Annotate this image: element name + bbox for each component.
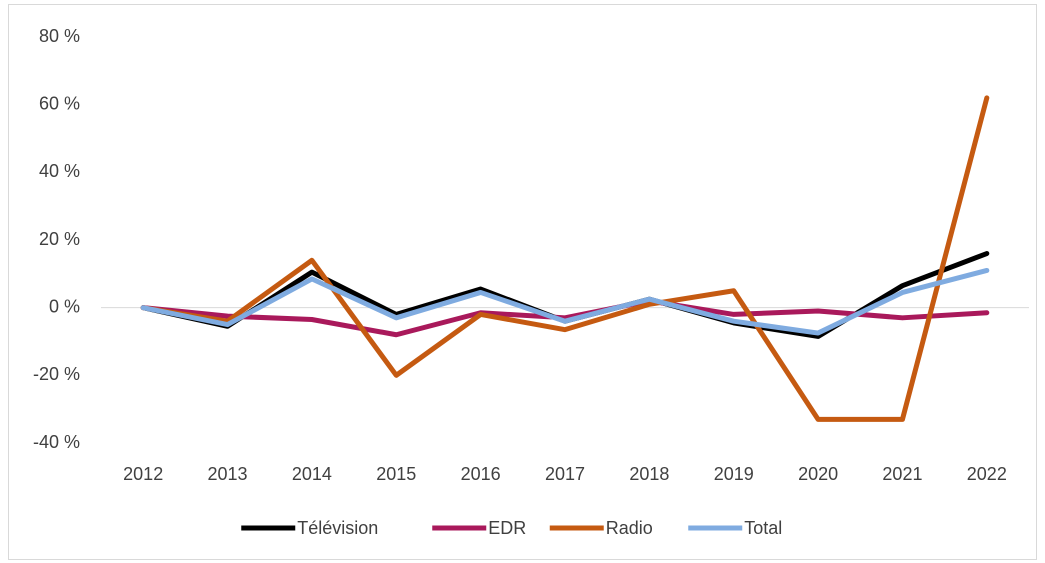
legend-label: Radio — [606, 518, 653, 538]
y-tick-label: -20 % — [33, 364, 80, 384]
y-tick-label: 80 % — [39, 26, 80, 46]
x-tick-label: 2015 — [376, 464, 416, 484]
y-tick-label: 40 % — [39, 161, 80, 181]
x-tick-label: 2018 — [629, 464, 669, 484]
series-line — [140, 95, 990, 422]
legend-label: EDR — [488, 518, 526, 538]
x-tick-label: 2022 — [967, 464, 1007, 484]
x-tick-label: 2020 — [798, 464, 838, 484]
y-tick-label: 0 % — [49, 296, 80, 316]
x-tick-label: 2013 — [208, 464, 248, 484]
x-tick-label: 2017 — [545, 464, 585, 484]
series-line — [140, 267, 990, 336]
chart-frame — [8, 4, 1037, 560]
y-tick-label: 20 % — [39, 229, 80, 249]
x-tick-label: 2021 — [882, 464, 922, 484]
legend-label: Total — [744, 518, 782, 538]
x-tick-label: 2012 — [123, 464, 163, 484]
x-tick-label: 2019 — [714, 464, 754, 484]
series-line — [140, 298, 990, 338]
x-tick-label: 2014 — [292, 464, 332, 484]
y-tick-label: -40 % — [33, 432, 80, 452]
legend-label: Télévision — [297, 518, 378, 538]
x-tick-label: 2016 — [461, 464, 501, 484]
y-tick-label: 60 % — [39, 93, 80, 113]
